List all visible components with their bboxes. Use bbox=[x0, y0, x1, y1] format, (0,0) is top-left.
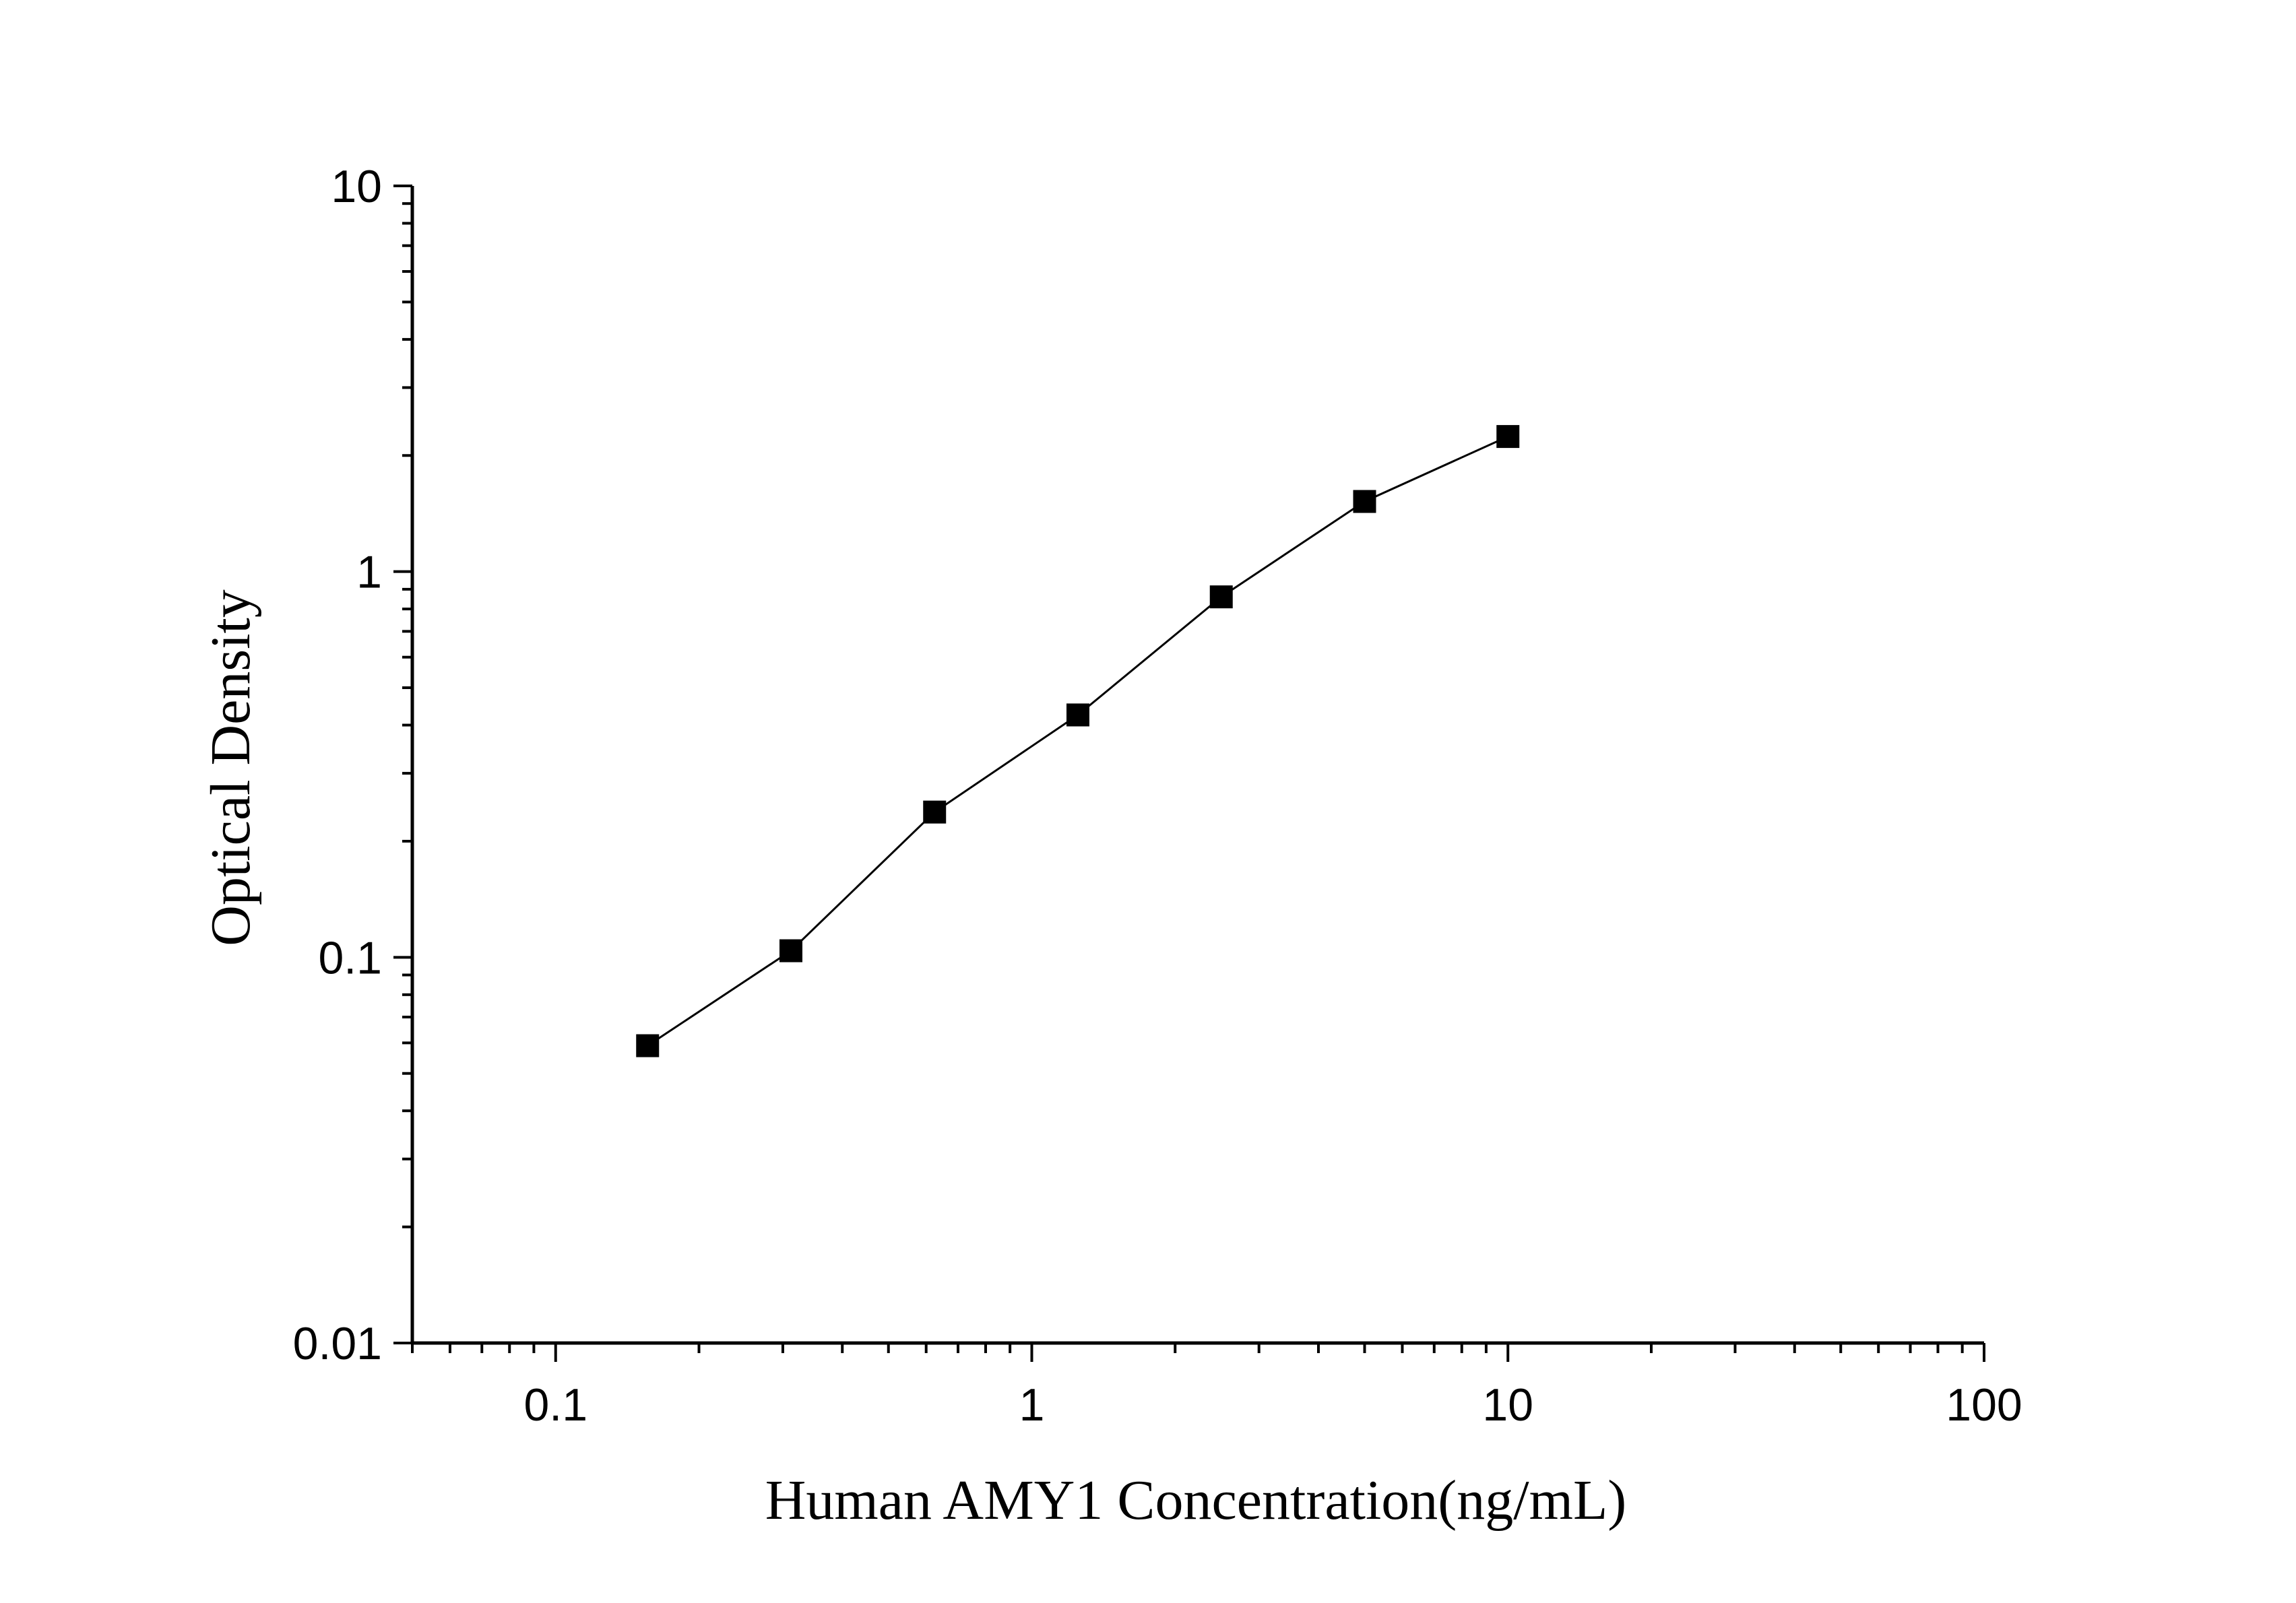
series-layer bbox=[636, 425, 1520, 1057]
axes bbox=[410, 186, 1984, 1345]
x-tick-label: 100 bbox=[1946, 1379, 2022, 1431]
series-line bbox=[647, 435, 1508, 1047]
data-point bbox=[1209, 585, 1233, 609]
y-ticks bbox=[393, 185, 412, 1344]
y-tick-label: 10 bbox=[331, 161, 382, 212]
y-tick-label: 0.01 bbox=[293, 1318, 382, 1369]
x-tick-labels: 0.1 1 10 100 bbox=[523, 1379, 2022, 1431]
x-tick-label: 10 bbox=[1482, 1379, 1533, 1431]
data-point bbox=[1066, 703, 1089, 727]
data-point bbox=[636, 1034, 660, 1057]
data-point bbox=[779, 939, 802, 962]
data-point bbox=[1353, 490, 1376, 513]
x-tick-label: 1 bbox=[1019, 1379, 1045, 1431]
y-axis-title: Optical Density bbox=[199, 589, 262, 946]
x-tick-label: 0.1 bbox=[523, 1379, 587, 1431]
y-tick-labels: 0.01 0.1 1 10 bbox=[293, 161, 382, 1369]
y-tick-label: 1 bbox=[356, 547, 382, 598]
x-axis-title: Human AMY1 Concentration(ng/mL) bbox=[765, 1469, 1626, 1532]
x-ticks bbox=[411, 1343, 1985, 1362]
data-point bbox=[1496, 425, 1520, 449]
data-point bbox=[923, 800, 947, 824]
y-tick-label: 0.1 bbox=[318, 932, 382, 983]
